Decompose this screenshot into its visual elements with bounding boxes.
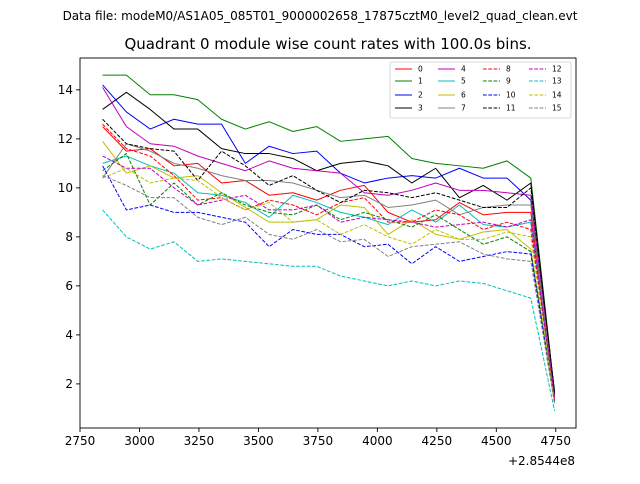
legend-label: 2 [418,91,423,100]
series-line-15 [102,175,556,404]
legend-label: 0 [418,65,423,74]
x-axis-offset-label: +2.8544e8 [508,454,575,468]
x-tick-label: 3000 [124,434,155,448]
x-tick-label: 3750 [303,434,334,448]
x-tick-label: 4500 [481,434,512,448]
series-line-10 [102,165,556,402]
series-line-11 [102,118,556,394]
legend-label: 12 [552,65,562,74]
legend-label: 3 [418,104,423,113]
series-line-14 [102,167,556,404]
y-tick-label: 4 [65,328,73,342]
legend-label: 7 [461,104,466,113]
series-layer [102,74,556,411]
series-line-3 [102,91,556,394]
legend-label: 11 [506,104,516,113]
series-line-5 [102,155,556,402]
series-line-9 [102,153,556,399]
legend-label: 6 [461,91,466,100]
x-axis: 2750 3000 3250 3500 3750 4000 4250 4500 4750 [65,428,571,448]
legend-label: 10 [506,91,516,100]
y-tick-label: 14 [58,83,73,97]
x-tick-label: 3500 [243,434,274,448]
y-tick-label: 2 [65,377,73,391]
x-tick-label: 2750 [65,434,96,448]
legend-label: 9 [506,77,511,86]
legend-label: 5 [461,77,466,86]
y-tick-label: 6 [65,279,73,293]
series-line-2 [102,84,556,392]
series-line-4 [102,87,556,399]
x-tick-label: 4750 [541,434,572,448]
series-line-6 [102,141,556,404]
y-tick-label: 12 [58,132,73,146]
legend-label: 15 [552,104,562,113]
legend-label: 13 [552,77,562,86]
series-line-0 [102,126,556,397]
series-line-1 [102,74,556,394]
legend-box [389,61,572,119]
legend-label: 1 [418,77,423,86]
legend-label: 8 [506,65,511,74]
legend-label: 14 [552,91,562,100]
series-line-12 [102,155,556,399]
x-tick-label: 4250 [422,434,453,448]
series-line-7 [102,143,556,402]
x-tick-label: 4000 [362,434,393,448]
series-line-8 [102,123,556,397]
y-axis: 2 4 6 8 10 12 14 [58,83,80,391]
x-tick-label: 3250 [184,434,215,448]
chart-title: Quadrant 0 module wise count rates with … [124,35,531,53]
data-file-label: Data file: modeM0/AS1A05_085T01_90000026… [63,9,578,23]
series-line-13 [102,209,556,411]
y-tick-label: 8 [65,230,73,244]
plot-area-frame [79,57,577,429]
legend-label: 4 [461,65,466,74]
y-tick-label: 10 [58,181,73,195]
